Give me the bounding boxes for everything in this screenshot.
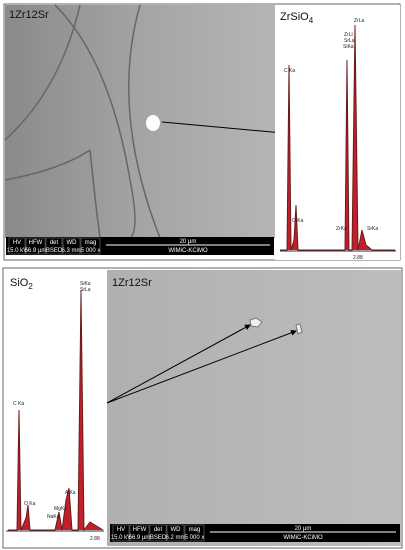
peak-label: O Ka [24, 501, 36, 507]
info-label: det [50, 240, 59, 246]
spectrum-peaks [8, 289, 104, 532]
info-value: BSED [46, 248, 63, 254]
scale-label: 20 µm [295, 526, 312, 532]
peak-label: SrLa [344, 38, 355, 44]
info-label: HFW [133, 527, 147, 533]
peak-label: SrKa [367, 226, 378, 232]
info-value: BSED [150, 535, 167, 541]
info-cell [149, 524, 167, 542]
peak-label: ZrLl [344, 32, 353, 38]
axis-label: 2.88 [353, 255, 363, 261]
peak-label: MgKa [54, 506, 67, 512]
peak-label: ZrKa [336, 226, 347, 232]
peak-label: SrLa [80, 287, 91, 293]
info-label: mag [85, 240, 97, 246]
peak-label: C Ka [13, 401, 24, 407]
peak-label: ZrLa [354, 18, 365, 24]
info-value: 6.2 mm [165, 535, 185, 541]
info-label: det [154, 527, 163, 533]
arrow [106, 329, 297, 404]
axis-label: 2.88 [90, 536, 100, 542]
info-cell [80, 237, 101, 255]
phase-label: ZrSiO4 [280, 11, 314, 25]
arrow [161, 121, 284, 136]
arrow [106, 324, 251, 404]
lab-label: WIMiC-KCiMO [283, 535, 323, 541]
info-cell [45, 237, 63, 255]
info-value: 5 000 x [81, 248, 101, 254]
info-value: 56.9 µm [25, 248, 47, 254]
info-value: 56.9 µm [129, 535, 151, 541]
info-label: WD [171, 527, 182, 533]
grain-boundary [4, 4, 161, 239]
sem-image [107, 270, 401, 546]
info-value: 5 000 x [185, 535, 205, 541]
info-cell [166, 524, 185, 542]
particle [146, 115, 160, 131]
peak-label: NaKa [47, 514, 60, 520]
info-label: HV [117, 527, 125, 533]
info-label: HV [13, 240, 21, 246]
sem-image [5, 5, 275, 238]
info-cell [62, 237, 81, 255]
info-cell [8, 237, 26, 255]
info-bar-bg [6, 237, 274, 255]
scale-label: 20 µm [180, 239, 197, 245]
spectrum-peaks [280, 24, 395, 251]
info-label: HFW [29, 240, 43, 246]
peak-label: O Ka [292, 218, 304, 224]
info-bar-bg [110, 524, 400, 542]
peak-label: SiKa [343, 44, 354, 50]
phase-label: SiO2 [10, 277, 33, 291]
info-label: WD [67, 240, 78, 246]
info-value: 15.0 kV [7, 248, 27, 254]
info-cell [25, 237, 46, 255]
info-cell [129, 524, 150, 542]
sample-label: 1Zr12Sr [9, 9, 49, 21]
info-cell [184, 524, 205, 542]
peak-label: SiKa [80, 281, 91, 287]
info-value: 15.0 kV [111, 535, 131, 541]
info-cell [112, 524, 130, 542]
lab-label: WIMiC-KCiMO [168, 248, 208, 254]
sample-label: 1Zr12Sr [112, 277, 152, 289]
peak-label: AlKa [65, 490, 76, 496]
info-value: 6.3 mm [61, 248, 81, 254]
peak-label: C Ka [284, 68, 295, 74]
info-label: mag [189, 527, 201, 533]
